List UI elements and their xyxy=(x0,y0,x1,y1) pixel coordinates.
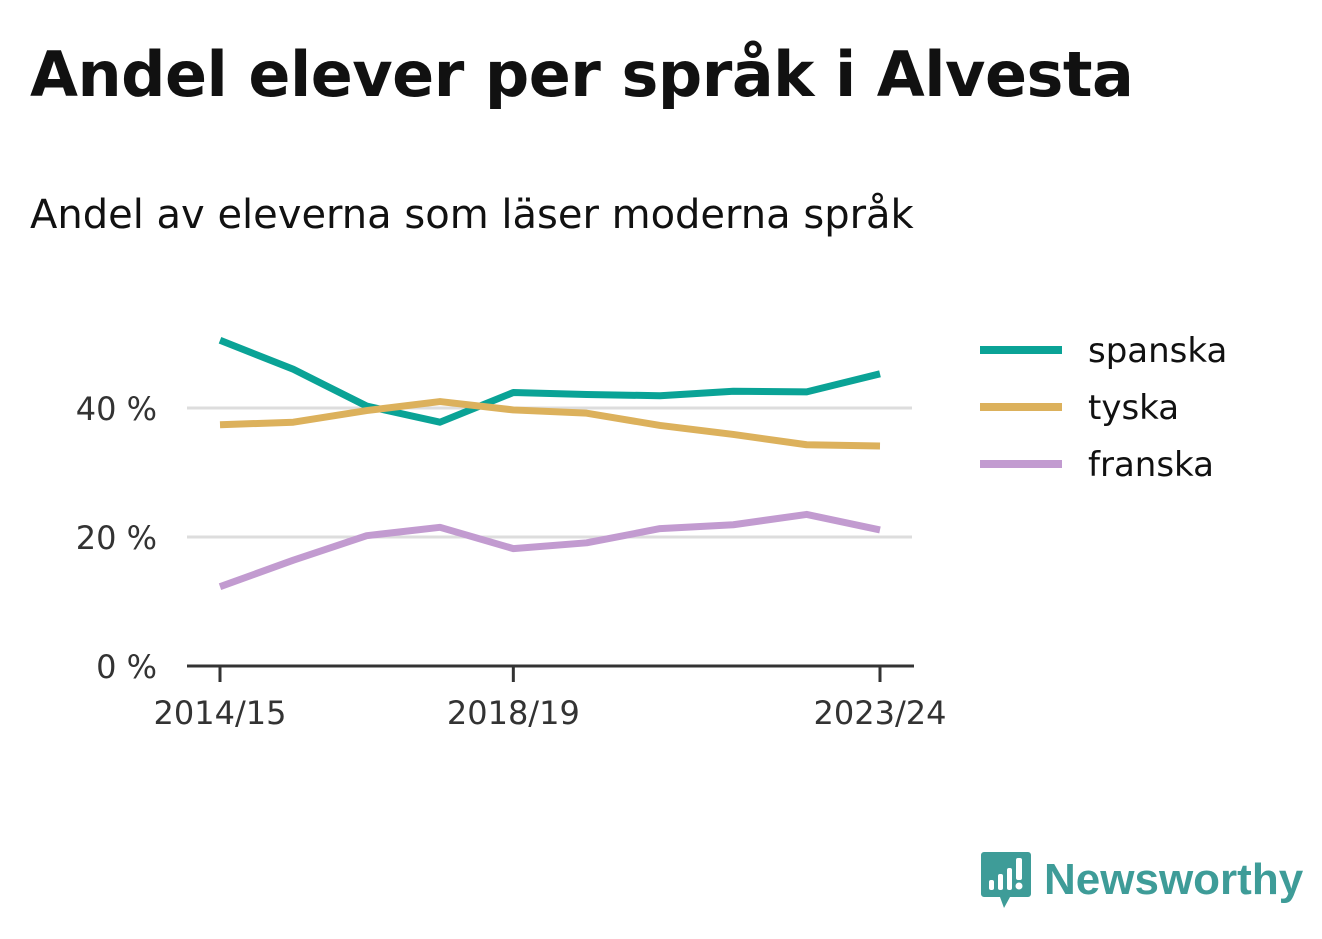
newsworthy-logo-icon xyxy=(981,852,1031,908)
x-axis xyxy=(187,664,914,682)
x-axis-tick-labels: 2014/15 2018/19 2023/24 xyxy=(154,694,947,732)
chart-subtitle: Andel av eleverna som läser moderna språ… xyxy=(30,192,914,238)
brand-name: Newsworthy xyxy=(1044,855,1304,904)
y-tick-label: 40 % xyxy=(76,390,157,428)
y-axis-tick-labels: 0 % 20 % 40 % xyxy=(76,390,157,686)
legend-label-tyska: tyska xyxy=(1088,388,1179,428)
x-tick-label: 2023/24 xyxy=(814,694,947,732)
legend-label-franska: franska xyxy=(1088,445,1214,485)
x-tick-label: 2014/15 xyxy=(154,694,287,732)
x-tick-label: 2018/19 xyxy=(447,694,580,732)
series-line-franska xyxy=(218,510,881,590)
y-tick-label: 0 % xyxy=(96,648,157,686)
grid-lines xyxy=(187,406,912,539)
series-line-tyska xyxy=(219,398,881,450)
chart-title: Andel elever per språk i Alvesta xyxy=(30,38,1134,111)
brand-logo: Newsworthy xyxy=(980,850,1303,910)
legend-label-spanska: spanska xyxy=(1088,331,1227,371)
legend: spanska tyska franska xyxy=(980,331,1227,485)
series-line-spanska xyxy=(218,337,881,426)
y-tick-label: 20 % xyxy=(76,519,157,557)
series-lines xyxy=(218,337,881,590)
